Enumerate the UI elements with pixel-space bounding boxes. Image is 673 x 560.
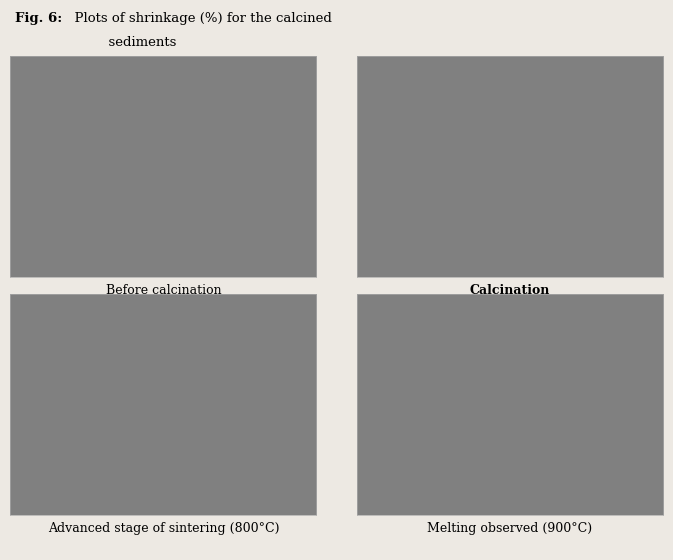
Text: Melting observed (900°C): Melting observed (900°C) [427, 522, 592, 535]
Text: Plots of shrinkage (%) for the calcined: Plots of shrinkage (%) for the calcined [66, 12, 332, 25]
Text: Before calcination: Before calcination [106, 284, 221, 297]
Text: Calcination: Calcination [469, 284, 550, 297]
Text: Advanced stage of sintering (800°C): Advanced stage of sintering (800°C) [48, 522, 279, 535]
Text: sediments: sediments [66, 36, 176, 49]
Text: Fig. 6:: Fig. 6: [15, 12, 62, 25]
